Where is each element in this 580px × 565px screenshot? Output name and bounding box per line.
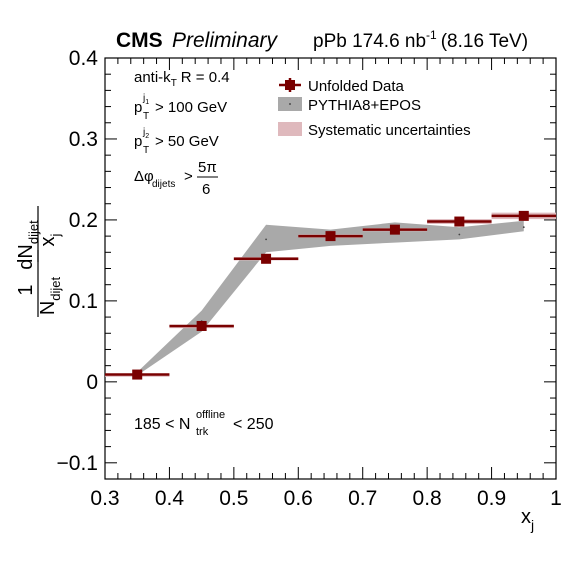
jet-algo-sub: T xyxy=(171,78,177,89)
dphi-sub: dijets xyxy=(152,179,175,190)
pt2-rest: > 50 GeV xyxy=(155,133,219,150)
legend-data-square xyxy=(285,80,295,90)
plot-frame-group xyxy=(104,57,557,480)
legend-mc-label: PYTHIA8+EPOS xyxy=(308,97,421,114)
data-point xyxy=(389,224,400,235)
multiplicity-suffix: < 250 xyxy=(233,416,274,433)
pt2-sub: T xyxy=(143,145,149,156)
mc-band xyxy=(137,220,524,376)
pt1-rest: > 100 GeV xyxy=(155,99,227,116)
pt2-main: p xyxy=(134,133,142,150)
y-tick-label: −0.1 xyxy=(57,452,98,475)
x-tick-label: 1 xyxy=(550,487,562,510)
mc-central-point xyxy=(265,238,267,241)
multiplicity-sup: offline xyxy=(196,409,225,421)
dataset-prefix: pPb 174.6 nb xyxy=(313,31,426,52)
y-title-one: 1 xyxy=(15,284,37,295)
pt1-main: p xyxy=(134,99,142,116)
jet-algo-prefix: anti-k xyxy=(134,69,171,86)
pt2-sup: j2 xyxy=(142,127,149,140)
y-tick-label: 0.2 xyxy=(69,209,98,232)
data-point xyxy=(325,231,336,242)
legend-mc-dot xyxy=(289,103,291,105)
data-point xyxy=(132,369,143,380)
legend-syst-swatch xyxy=(278,122,302,136)
y-axis-title: 1 Ndijet dNdijet xj xyxy=(15,206,63,317)
y-tick-label: 0.3 xyxy=(69,128,98,151)
dataset-suffix: (8.16 TeV) xyxy=(441,31,528,52)
multiplicity-sub: trk xyxy=(196,426,209,438)
legend: Unfolded Data PYTHIA8+EPOS Systematic un… xyxy=(278,78,471,139)
pt1-cut-label: p xyxy=(134,99,142,116)
x-tick-label: 0.7 xyxy=(348,487,377,510)
jet-algo-suffix: R = 0.4 xyxy=(181,69,230,86)
y-tick-label: 0.1 xyxy=(69,290,98,313)
y-title-dN: dNdijet xyxy=(15,220,41,270)
pt1-sub: T xyxy=(143,111,149,122)
dphi-main: Δφ xyxy=(134,168,154,185)
x-tick-label: 0.9 xyxy=(477,487,506,510)
data-point xyxy=(196,320,207,331)
dphi-denominator: 6 xyxy=(202,181,210,198)
dphi-gt: > xyxy=(184,168,193,185)
dataset-exponent: -1 xyxy=(426,28,437,42)
x-tick-label: 0.3 xyxy=(90,487,119,510)
x-axis-title: xj xyxy=(521,506,534,533)
x-tick-label: 0.8 xyxy=(413,487,442,510)
y-title-N: Ndijet xyxy=(37,276,63,315)
legend-syst-label: Systematic uncertainties xyxy=(308,122,471,139)
cms-label: CMS xyxy=(116,29,163,52)
x-tick-label: 0.4 xyxy=(155,487,185,510)
y-title-den: xj xyxy=(37,233,63,246)
data-point xyxy=(454,216,465,227)
multiplicity-prefix: 185 < N xyxy=(134,416,190,433)
x-tick-labels: 0.3 0.4 0.5 0.6 0.7 0.8 0.9 1 xyxy=(90,487,561,510)
legend-data-label: Unfolded Data xyxy=(308,78,405,95)
data-point xyxy=(261,253,272,264)
data-points-group xyxy=(105,210,556,380)
pt2-cut-label: p xyxy=(134,133,142,150)
mc-central-point xyxy=(458,233,461,236)
y-tick-label: 0.4 xyxy=(69,47,99,70)
x-tick-label: 0.6 xyxy=(284,487,313,510)
preliminary-label: Preliminary xyxy=(172,29,279,52)
mc-band-group xyxy=(136,220,525,376)
dataset-label: pPb 174.6 nb-1 (8.16 TeV) xyxy=(313,28,528,52)
dphi-numerator: 5π xyxy=(198,159,217,176)
x-tick-label: 0.5 xyxy=(219,487,248,510)
legend-data-marker xyxy=(279,78,301,92)
pt1-sup: j1 xyxy=(142,93,149,106)
data-point xyxy=(518,210,529,221)
jet-algo-label: anti-kT R = 0.4 xyxy=(134,69,230,89)
mc-central-point xyxy=(522,226,525,229)
y-tick-labels: −0.1 0 0.1 0.2 0.3 0.4 xyxy=(57,47,99,475)
y-tick-label: 0 xyxy=(86,371,98,394)
